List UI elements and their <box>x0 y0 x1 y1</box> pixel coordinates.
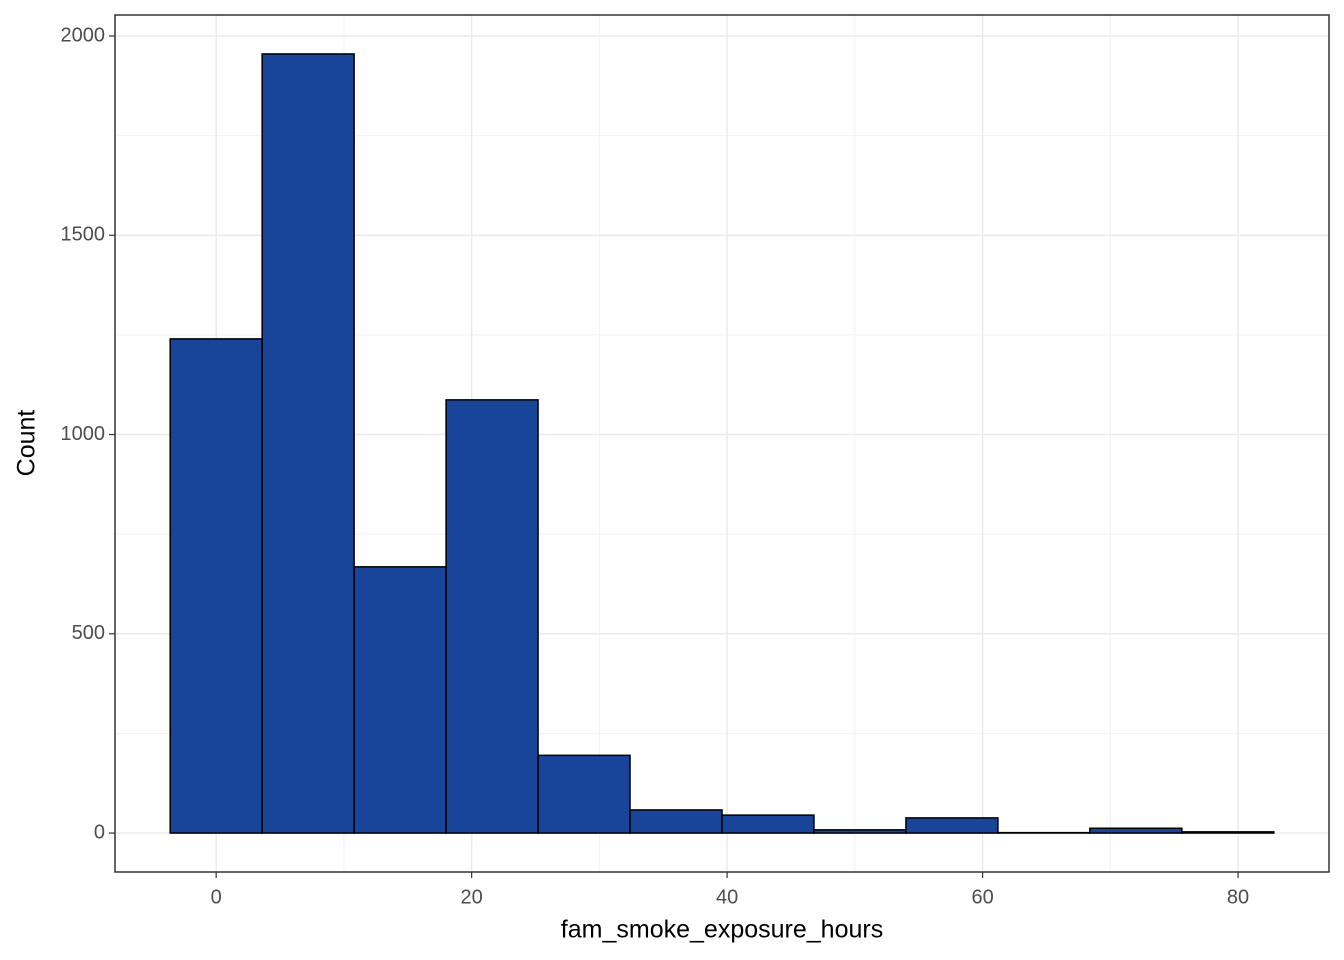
bar <box>1089 827 1183 834</box>
bar <box>905 817 999 834</box>
x-tick-label: 0 <box>211 886 222 908</box>
bar <box>1181 831 1275 834</box>
y-axis-title: Count <box>13 410 41 477</box>
y-tick-label: 500 <box>72 622 105 644</box>
x-axis-title: fam_smoke_exposure_hours <box>561 916 883 944</box>
y-tick-label: 2000 <box>61 24 106 46</box>
bar <box>721 814 815 834</box>
y-tick-label: 1500 <box>61 224 106 246</box>
y-tick-label: 0 <box>94 821 105 843</box>
bar <box>629 809 723 834</box>
x-tick-label: 20 <box>461 886 483 908</box>
bar <box>537 754 631 834</box>
y-tick-label: 1000 <box>61 423 106 445</box>
bar <box>445 399 539 834</box>
x-tick-label: 40 <box>716 886 738 908</box>
x-tick-label: 80 <box>1227 886 1249 908</box>
bar <box>261 53 355 834</box>
x-tick-label: 60 <box>971 886 993 908</box>
bar <box>169 338 263 834</box>
bar <box>353 566 447 834</box>
panel-border <box>114 14 1330 873</box>
bar <box>813 829 907 834</box>
